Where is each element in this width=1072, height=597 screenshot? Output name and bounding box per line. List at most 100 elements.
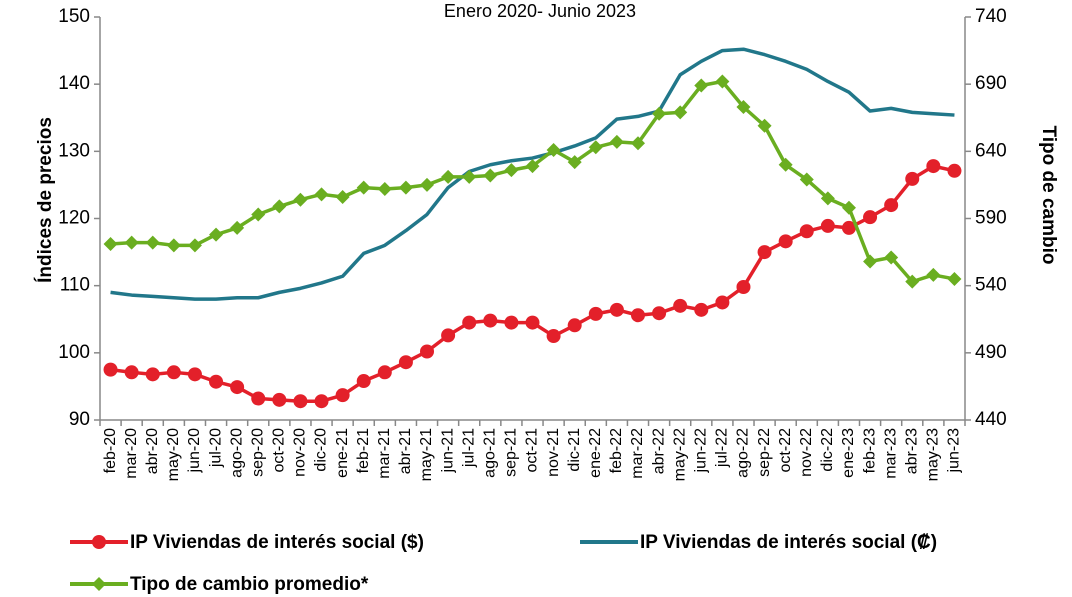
data-point <box>314 394 329 409</box>
x-tick-label: feb-20 <box>102 428 119 473</box>
y-tick-label: 100 <box>58 342 90 363</box>
data-point <box>272 392 287 407</box>
x-tick-label: sep-22 <box>756 428 773 477</box>
y2-axis-title: Tipo de cambio <box>1038 125 1059 264</box>
x-tick-label: abr-22 <box>650 428 667 474</box>
data-point <box>630 136 645 151</box>
data-point <box>251 391 266 406</box>
x-tick-label: may-22 <box>671 428 688 481</box>
data-point <box>103 237 118 252</box>
x-tick-label: dic-22 <box>819 428 836 472</box>
data-point <box>926 159 941 174</box>
data-point <box>441 169 456 184</box>
data-point <box>166 365 181 380</box>
y-tick-label: 120 <box>58 208 90 229</box>
x-tick-label: mar-21 <box>376 428 393 479</box>
data-point <box>588 306 603 321</box>
y2-tick-label: 640 <box>975 140 1007 161</box>
x-tick-label: oct-21 <box>524 428 541 473</box>
data-point <box>567 155 582 170</box>
legend-marker <box>92 535 106 549</box>
x-tick-label: may-23 <box>925 428 942 481</box>
data-point <box>778 234 793 249</box>
x-tick-label: may-21 <box>418 428 435 481</box>
data-point <box>441 328 456 343</box>
data-point <box>588 140 603 155</box>
data-point <box>757 118 772 133</box>
data-point <box>905 274 920 289</box>
data-point <box>905 171 920 186</box>
data-point <box>673 298 688 313</box>
y-tick-label: 140 <box>58 73 90 94</box>
x-tick-label: may-20 <box>165 428 182 481</box>
x-tick-label: jul-21 <box>460 428 477 468</box>
data-point <box>778 157 793 172</box>
data-point <box>652 106 667 121</box>
legend-marker <box>92 577 106 591</box>
x-tick-label: feb-23 <box>861 428 878 473</box>
x-tick-label: ene-21 <box>334 428 351 478</box>
x-tick-label: mar-23 <box>882 428 899 479</box>
x-tick-label: ago-21 <box>482 428 499 478</box>
data-point <box>820 218 835 233</box>
x-tick-label: feb-21 <box>355 428 372 473</box>
data-point <box>926 267 941 282</box>
legend-label: IP Viviendas de interés social (₡) <box>640 532 937 553</box>
x-tick-label: sep-21 <box>503 428 520 477</box>
data-point <box>187 367 202 382</box>
chart-title: Enero 2020- Junio 2023 <box>444 1 636 21</box>
x-tick-label: oct-20 <box>271 428 288 473</box>
x-tick-label: jul-20 <box>207 428 224 468</box>
data-point <box>546 142 561 157</box>
x-tick-label: dic-21 <box>566 428 583 472</box>
data-point <box>694 302 709 317</box>
data-point <box>356 180 371 195</box>
data-point <box>736 100 751 115</box>
y2-tick-label: 540 <box>975 275 1007 296</box>
data-point <box>293 192 308 207</box>
data-point <box>694 78 709 93</box>
x-tick-label: oct-22 <box>777 428 794 473</box>
y2-tick-label: 690 <box>975 73 1007 94</box>
data-point <box>420 344 435 359</box>
data-point <box>567 318 582 333</box>
x-tick-label: sep-20 <box>249 428 266 477</box>
data-point <box>820 191 835 206</box>
x-tick-label: jun-23 <box>946 428 963 474</box>
data-point <box>272 199 287 214</box>
data-point <box>841 200 856 215</box>
data-point <box>863 210 878 225</box>
data-point <box>124 235 139 250</box>
data-point <box>504 315 519 330</box>
x-tick-label: dic-20 <box>313 428 330 472</box>
x-tick-label: ago-20 <box>228 428 245 478</box>
y-tick-label: 130 <box>58 140 90 161</box>
data-point <box>715 74 730 89</box>
data-point <box>609 134 624 149</box>
y2-tick-label: 590 <box>975 208 1007 229</box>
data-point <box>799 224 814 239</box>
data-point <box>715 295 730 310</box>
series-line <box>110 47 955 301</box>
data-point <box>335 190 350 205</box>
data-point <box>377 181 392 196</box>
data-point <box>377 365 392 380</box>
data-point <box>398 355 413 370</box>
y-tick-label: 90 <box>69 409 90 430</box>
x-tick-label: nov-21 <box>545 428 562 477</box>
data-point <box>525 315 540 330</box>
data-point <box>630 308 645 323</box>
data-point <box>462 169 477 184</box>
x-tick-label: mar-22 <box>629 428 646 479</box>
legend-label: IP Viviendas de interés social ($) <box>130 532 424 553</box>
x-tick-label: jun-20 <box>186 428 203 474</box>
data-point <box>546 329 561 344</box>
data-point <box>736 280 751 295</box>
x-tick-label: abr-20 <box>144 428 161 474</box>
data-point <box>166 238 181 253</box>
y2-tick-label: 490 <box>975 342 1007 363</box>
y2-tick-label: 440 <box>975 409 1007 430</box>
x-tick-label: abr-23 <box>903 428 920 474</box>
y-axis-title: Índices de precios <box>34 117 56 283</box>
x-tick-label: ene-23 <box>840 428 857 478</box>
